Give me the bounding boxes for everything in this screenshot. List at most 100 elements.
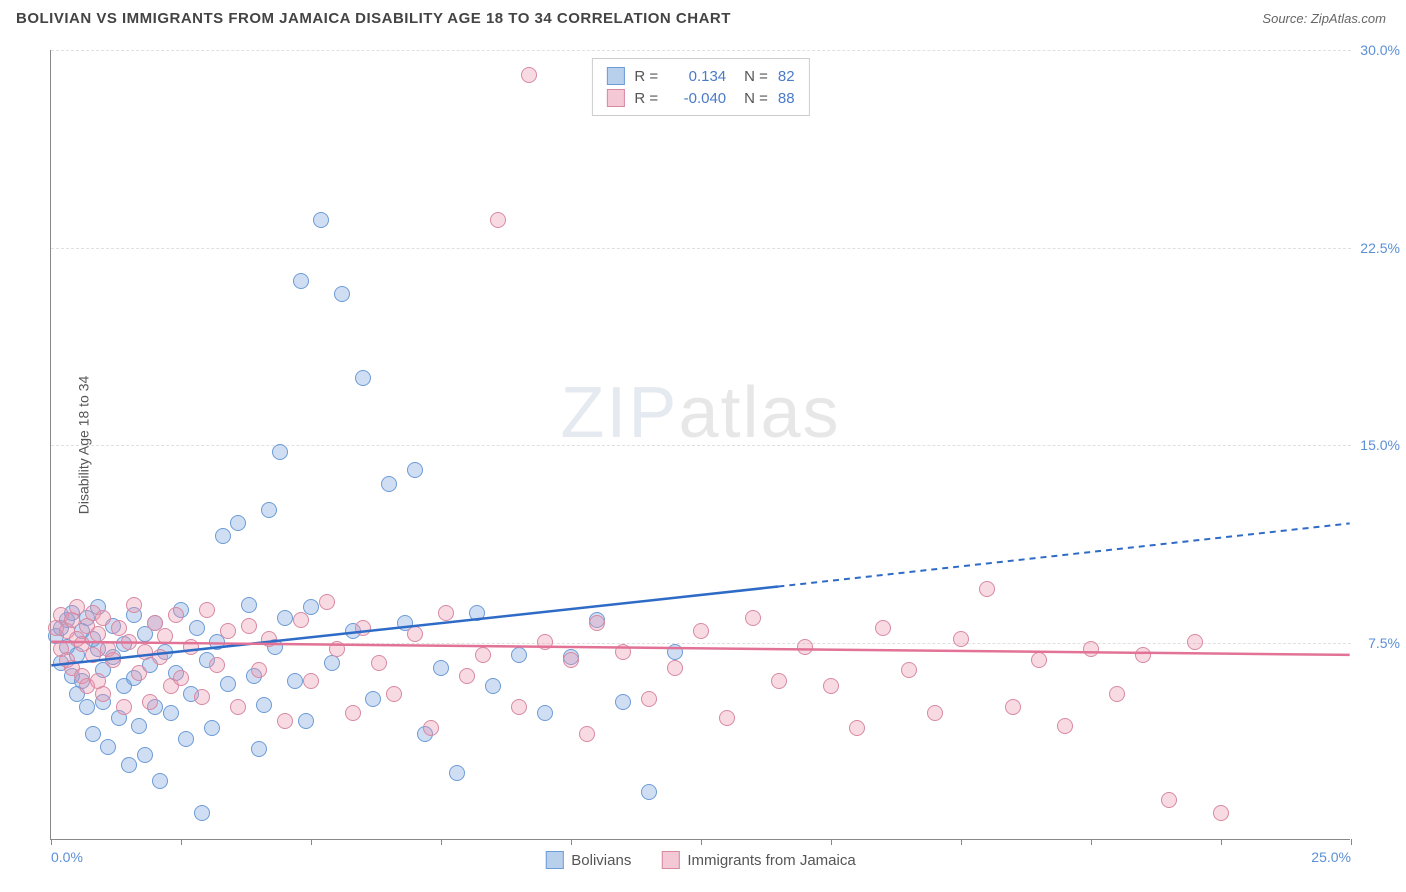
data-point	[256, 697, 272, 713]
data-point	[142, 694, 158, 710]
data-point	[901, 662, 917, 678]
data-point	[511, 699, 527, 715]
correlation-legend: R = 0.134 N = 82 R = -0.040 N = 88	[591, 58, 809, 116]
data-point	[641, 691, 657, 707]
data-point	[329, 641, 345, 657]
data-point	[79, 699, 95, 715]
data-point	[563, 652, 579, 668]
legend-row: R = -0.040 N = 88	[606, 87, 794, 109]
data-point	[953, 631, 969, 647]
data-point	[277, 713, 293, 729]
data-point	[345, 705, 361, 721]
data-point	[121, 757, 137, 773]
data-point	[131, 718, 147, 734]
x-tick	[181, 839, 182, 845]
data-point	[85, 647, 101, 663]
swatch-icon	[606, 89, 624, 107]
data-point	[875, 620, 891, 636]
data-point	[579, 726, 595, 742]
data-point	[168, 607, 184, 623]
data-point	[615, 644, 631, 660]
x-tick	[701, 839, 702, 845]
data-point	[979, 581, 995, 597]
data-point	[230, 699, 246, 715]
series-legend: Bolivians Immigrants from Jamaica	[545, 851, 855, 869]
data-point	[95, 686, 111, 702]
data-point	[511, 647, 527, 663]
data-point	[157, 628, 173, 644]
x-tick	[311, 839, 312, 845]
data-point	[173, 670, 189, 686]
data-point	[116, 699, 132, 715]
data-point	[927, 705, 943, 721]
data-point	[407, 462, 423, 478]
data-point	[423, 720, 439, 736]
data-point	[797, 639, 813, 655]
x-tick	[1221, 839, 1222, 845]
data-point	[1083, 641, 1099, 657]
data-point	[355, 620, 371, 636]
data-point	[469, 605, 485, 621]
data-point	[521, 67, 537, 83]
data-point	[137, 747, 153, 763]
data-point	[537, 705, 553, 721]
data-point	[251, 662, 267, 678]
data-point	[589, 615, 605, 631]
legend-row: R = 0.134 N = 82	[606, 65, 794, 87]
data-point	[293, 273, 309, 289]
data-point	[241, 618, 257, 634]
data-point	[261, 631, 277, 647]
data-point	[537, 634, 553, 650]
data-point	[95, 610, 111, 626]
data-point	[449, 765, 465, 781]
x-tick	[961, 839, 962, 845]
data-point	[69, 599, 85, 615]
data-point	[381, 476, 397, 492]
data-point	[745, 610, 761, 626]
y-tick-label: 22.5%	[1350, 240, 1400, 256]
x-tick	[441, 839, 442, 845]
data-point	[313, 212, 329, 228]
data-point	[319, 594, 335, 610]
data-point	[204, 720, 220, 736]
data-point	[277, 610, 293, 626]
data-point	[667, 660, 683, 676]
data-point	[126, 597, 142, 613]
x-tick	[831, 839, 832, 845]
data-point	[90, 626, 106, 642]
data-point	[386, 686, 402, 702]
data-point	[209, 657, 225, 673]
plot-area: ZIPatlas R = 0.134 N = 82 R = -0.040 N =…	[50, 50, 1350, 840]
data-point	[407, 626, 423, 642]
x-tick-label: 0.0%	[51, 849, 83, 865]
data-point	[230, 515, 246, 531]
gridline	[51, 50, 1351, 51]
x-tick	[51, 839, 52, 845]
data-point	[1161, 792, 1177, 808]
data-point	[1135, 647, 1151, 663]
data-point	[823, 678, 839, 694]
data-point	[241, 597, 257, 613]
data-point	[100, 739, 116, 755]
x-tick	[1351, 839, 1352, 845]
data-point	[220, 676, 236, 692]
swatch-icon	[606, 67, 624, 85]
data-point	[1109, 686, 1125, 702]
data-point	[334, 286, 350, 302]
watermark: ZIPatlas	[560, 372, 840, 454]
data-point	[355, 370, 371, 386]
data-point	[1031, 652, 1047, 668]
data-point	[1057, 718, 1073, 734]
data-point	[459, 668, 475, 684]
data-point	[137, 644, 153, 660]
gridline	[51, 248, 1351, 249]
data-point	[215, 528, 231, 544]
data-point	[194, 805, 210, 821]
data-point	[85, 726, 101, 742]
data-point	[183, 639, 199, 655]
gridline	[51, 445, 1351, 446]
data-point	[667, 644, 683, 660]
data-point	[152, 649, 168, 665]
data-point	[433, 660, 449, 676]
legend-item: Bolivians	[545, 851, 631, 869]
